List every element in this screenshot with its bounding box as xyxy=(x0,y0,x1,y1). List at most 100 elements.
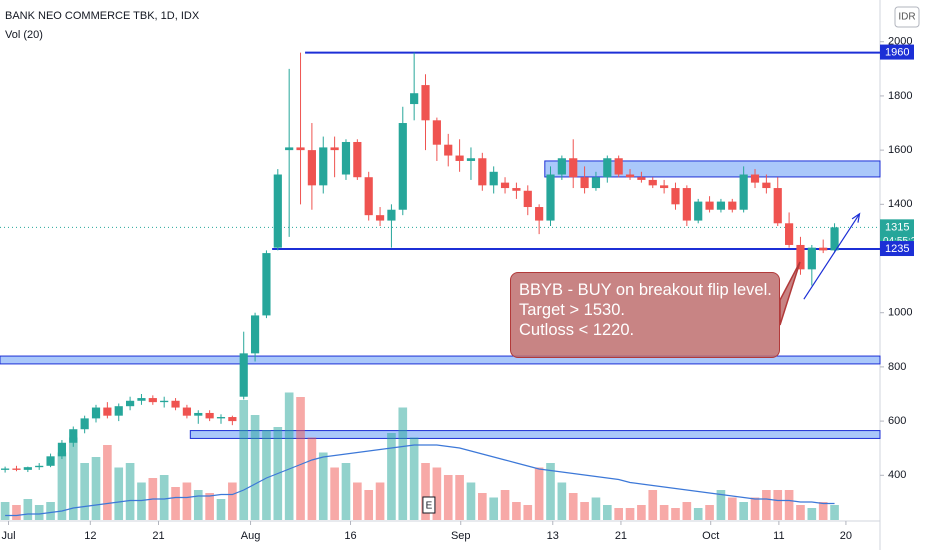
candle-body xyxy=(819,247,828,251)
candle-body xyxy=(671,188,680,205)
volume-bar xyxy=(671,508,680,520)
y-tick-label: 1400 xyxy=(888,198,912,210)
candle-body xyxy=(387,209,396,221)
volume-bar xyxy=(341,463,351,520)
candle-body xyxy=(773,188,782,224)
volume-bar xyxy=(171,487,180,520)
candle-body xyxy=(557,158,566,175)
volume-bar xyxy=(659,505,669,520)
volume-bar xyxy=(512,502,521,520)
zone xyxy=(544,160,881,178)
candle-body xyxy=(307,150,316,186)
candle-body xyxy=(830,227,839,251)
candle-body xyxy=(114,406,123,416)
volume-bar xyxy=(205,493,214,520)
candle-body xyxy=(489,171,498,186)
price-tag-label: 1315 xyxy=(885,221,909,233)
candle-body xyxy=(262,253,271,316)
candle-body xyxy=(12,468,21,470)
volume-bar xyxy=(466,482,476,520)
volume-bar xyxy=(568,493,578,520)
volume-bar xyxy=(398,407,408,520)
candle-body xyxy=(466,158,476,161)
volume-bar xyxy=(262,430,271,520)
volume-bar xyxy=(648,490,658,520)
candle-body xyxy=(421,85,430,121)
volume-bar xyxy=(387,433,396,520)
candle-body xyxy=(625,174,635,178)
candle-body xyxy=(648,179,657,186)
volume-bar xyxy=(375,482,385,520)
candle-body xyxy=(500,182,510,189)
annotation-callout: BBYB - BUY on breakout flip level. Targe… xyxy=(510,272,780,358)
volume-bar xyxy=(489,497,499,520)
volume-bar xyxy=(762,490,771,520)
candle-body xyxy=(35,465,44,468)
volume-bar xyxy=(68,437,78,520)
volume-bar xyxy=(46,502,55,520)
volume-bar xyxy=(432,467,442,520)
volume-bar xyxy=(125,463,135,520)
candle-body xyxy=(319,147,328,186)
candle-body xyxy=(353,141,362,178)
candle-body xyxy=(580,177,589,189)
volume-ma-line xyxy=(5,444,835,517)
candle-body xyxy=(160,400,169,403)
volume-bar xyxy=(91,457,101,520)
annotation-line: Cutloss < 1220. xyxy=(519,321,635,339)
annotation-line: Target > 1530. xyxy=(519,301,625,319)
candle-body xyxy=(46,456,55,466)
volume-bar xyxy=(239,400,249,520)
zone xyxy=(189,430,881,439)
candle-body xyxy=(762,182,771,189)
candle-body xyxy=(535,207,544,221)
currency[interactable]: IDR xyxy=(898,12,915,23)
candle-body xyxy=(478,158,487,186)
volume-bar xyxy=(307,437,317,520)
volume-bar xyxy=(80,463,89,520)
candle-body xyxy=(57,442,67,457)
currency-box[interactable] xyxy=(894,6,920,28)
volume-bar xyxy=(296,397,305,520)
volume-bar xyxy=(57,452,67,520)
volume-title: Vol (20) xyxy=(5,29,43,41)
x-tick-label: Aug xyxy=(241,530,261,542)
x-tick-label: Sep xyxy=(451,530,471,542)
candle-body xyxy=(23,467,32,470)
candle-body xyxy=(216,417,226,419)
x-tick-label: 20 xyxy=(840,530,852,542)
chart-title: BANK NEO COMMERCE TBK, 1D, IDX xyxy=(5,10,200,22)
callout-pointer xyxy=(779,261,801,326)
candle-body xyxy=(569,158,578,178)
x-tick-label: Jul xyxy=(1,530,15,542)
volume-bar xyxy=(796,505,805,520)
candle-body xyxy=(330,147,339,151)
volume-bar xyxy=(739,502,748,520)
x-tick-label: 11 xyxy=(773,530,784,542)
trend-arrowhead xyxy=(851,212,861,223)
candle-body xyxy=(512,188,521,191)
zone xyxy=(0,355,881,365)
volume-bar xyxy=(23,499,33,520)
volume-bar xyxy=(500,490,510,520)
candle-body xyxy=(364,177,373,216)
candle-body xyxy=(660,185,669,189)
volume-bar xyxy=(727,497,737,520)
price-tag xyxy=(880,241,914,257)
candle-body xyxy=(194,412,203,416)
candle-body xyxy=(137,398,146,401)
volume-bar xyxy=(614,508,623,520)
volume-bar xyxy=(318,452,328,520)
candle-body xyxy=(591,177,601,189)
x-tick-label: 21 xyxy=(152,530,164,542)
candle-body xyxy=(80,418,89,430)
candle-body xyxy=(239,353,248,397)
volume-bar xyxy=(159,475,169,520)
x-tick-label: Oct xyxy=(702,530,719,542)
candle-body xyxy=(807,247,816,270)
volume-bar xyxy=(250,415,260,520)
volume-bar xyxy=(12,505,21,520)
volume-bar xyxy=(353,482,362,520)
candle-body xyxy=(682,188,691,221)
